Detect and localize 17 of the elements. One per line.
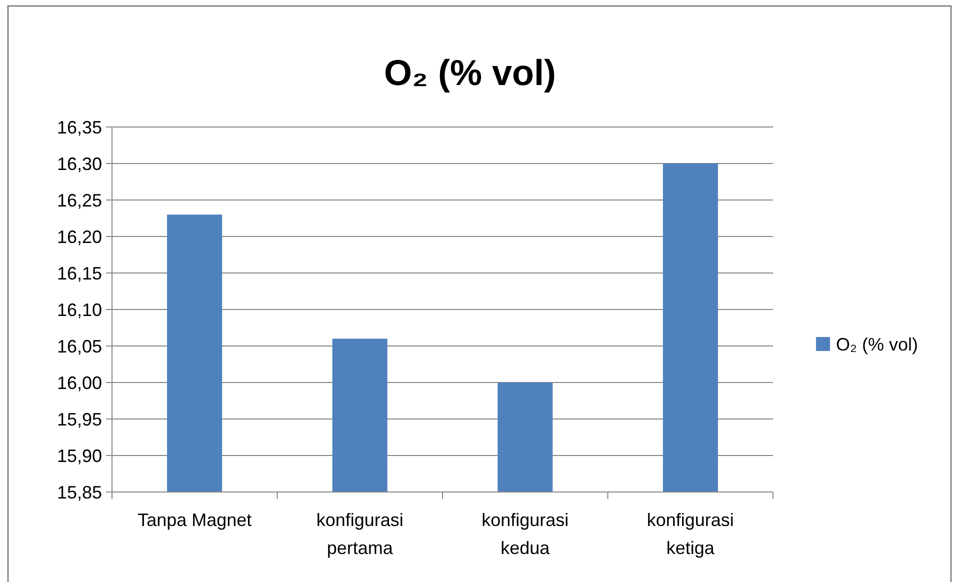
legend-label: O₂ (% vol) [836,334,918,354]
y-tick-label: 16,30 [56,154,102,174]
y-tick-label: 16,35 [56,117,102,138]
y-tick-label: 16,00 [56,372,102,393]
x-tick-label: konfigurasi kedua [482,510,569,558]
y-tick-label: 15,90 [56,446,102,466]
y-tick-label: 16,15 [56,263,102,284]
y-tick-label: 15,85 [56,482,102,502]
y-tick-label: 16,05 [56,336,102,356]
x-tick-label: konfigurasi pertama [316,510,404,558]
y-tick-label: 16,25 [56,190,102,210]
x-tick-label: Tanpa Magnet [138,510,252,530]
y-tick-label: 16,10 [56,300,102,320]
y-tick-label: 15,95 [56,409,102,430]
y-tick-label: 16,20 [56,226,102,247]
x-tick-label: konfigurasi ketiga [646,510,734,558]
chart-title: O₂ (% vol) [384,52,556,93]
